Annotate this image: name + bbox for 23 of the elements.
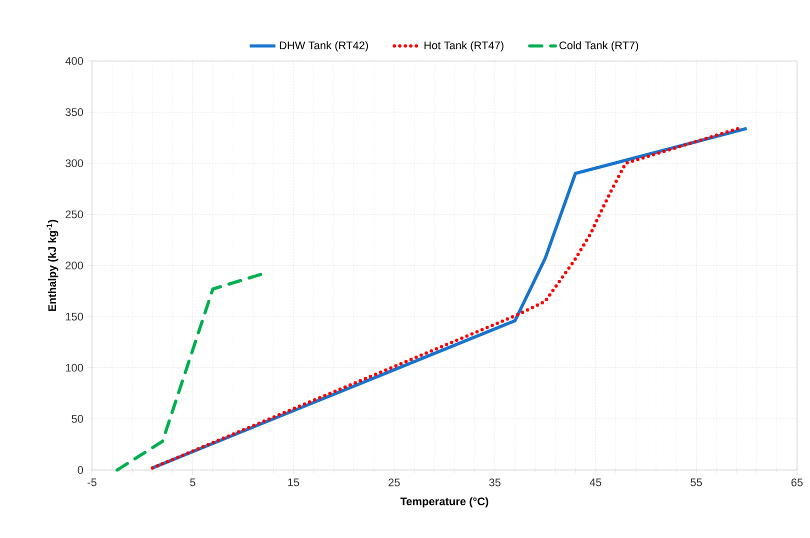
x-tick-label: 15 xyxy=(288,478,300,486)
legend-label: Hot Tank (RT47) xyxy=(424,41,504,52)
x-tick-label: 5 xyxy=(190,478,196,486)
x-tick-label: 55 xyxy=(690,478,702,486)
legend-label: Cold Tank (RT7) xyxy=(560,41,638,52)
y-tick-label: 50 xyxy=(72,414,84,423)
x-tick-label: 65 xyxy=(791,478,803,486)
y-tick-label: 300 xyxy=(66,159,84,168)
legend-label: DHW Tank (RT42) xyxy=(280,41,368,52)
y-tick-label: 0 xyxy=(78,466,84,474)
y-tick-label: 200 xyxy=(66,262,84,270)
x-tick-label: -5 xyxy=(88,478,96,486)
x-tick-label: 25 xyxy=(388,478,400,486)
y-tick-label: 100 xyxy=(66,364,84,372)
x-tick-label: 35 xyxy=(489,478,501,486)
x-tick-label: 45 xyxy=(590,478,602,486)
line-series xyxy=(116,272,265,472)
x-axis-title: Temperature (°C) xyxy=(400,497,488,508)
y-tick-label: 400 xyxy=(65,57,84,65)
y-tick-label: 150 xyxy=(66,312,84,321)
y-tick-label: 250 xyxy=(66,210,84,218)
y-axis-title: Enthalpy (kJ kg$^{-1}$) xyxy=(46,220,58,311)
y-tick-label: 350 xyxy=(66,108,84,116)
